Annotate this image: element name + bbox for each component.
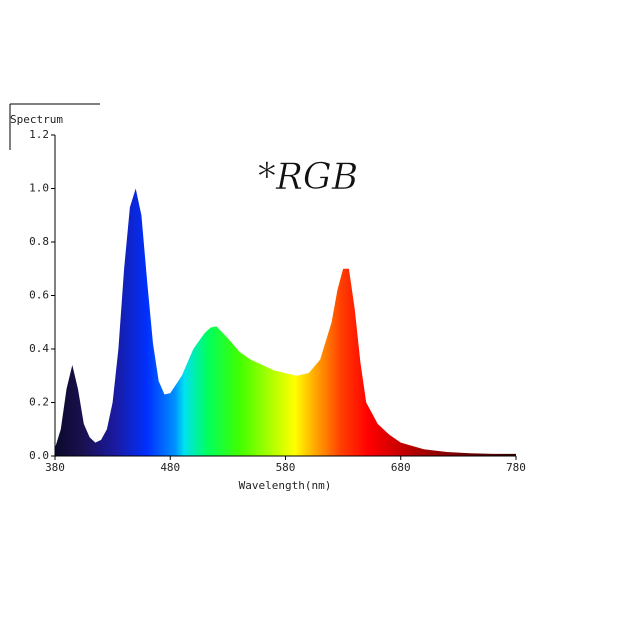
x-axis-label: Wavelength(nm) <box>239 479 332 492</box>
x-tick-label: 480 <box>160 461 180 474</box>
y-tick-label: 1.2 <box>29 128 49 141</box>
x-tick-label: 580 <box>276 461 296 474</box>
spectrum-area <box>55 188 516 456</box>
y-tick-label: 1.0 <box>29 182 49 195</box>
y-tick-label: 0.2 <box>29 396 49 409</box>
plot <box>55 188 516 456</box>
x-tick-label: 680 <box>391 461 411 474</box>
x-tick-label: 380 <box>45 461 65 474</box>
y-tick-label: 0.4 <box>29 342 49 355</box>
y-tick-label: 0.6 <box>29 289 49 302</box>
y-tick-label: 0.0 <box>29 449 49 462</box>
y-tick-label: 0.8 <box>29 235 49 248</box>
x-tick-label: 780 <box>506 461 526 474</box>
annotation: *RGB <box>258 157 358 198</box>
y-axis-label: Spectrum <box>10 113 63 126</box>
